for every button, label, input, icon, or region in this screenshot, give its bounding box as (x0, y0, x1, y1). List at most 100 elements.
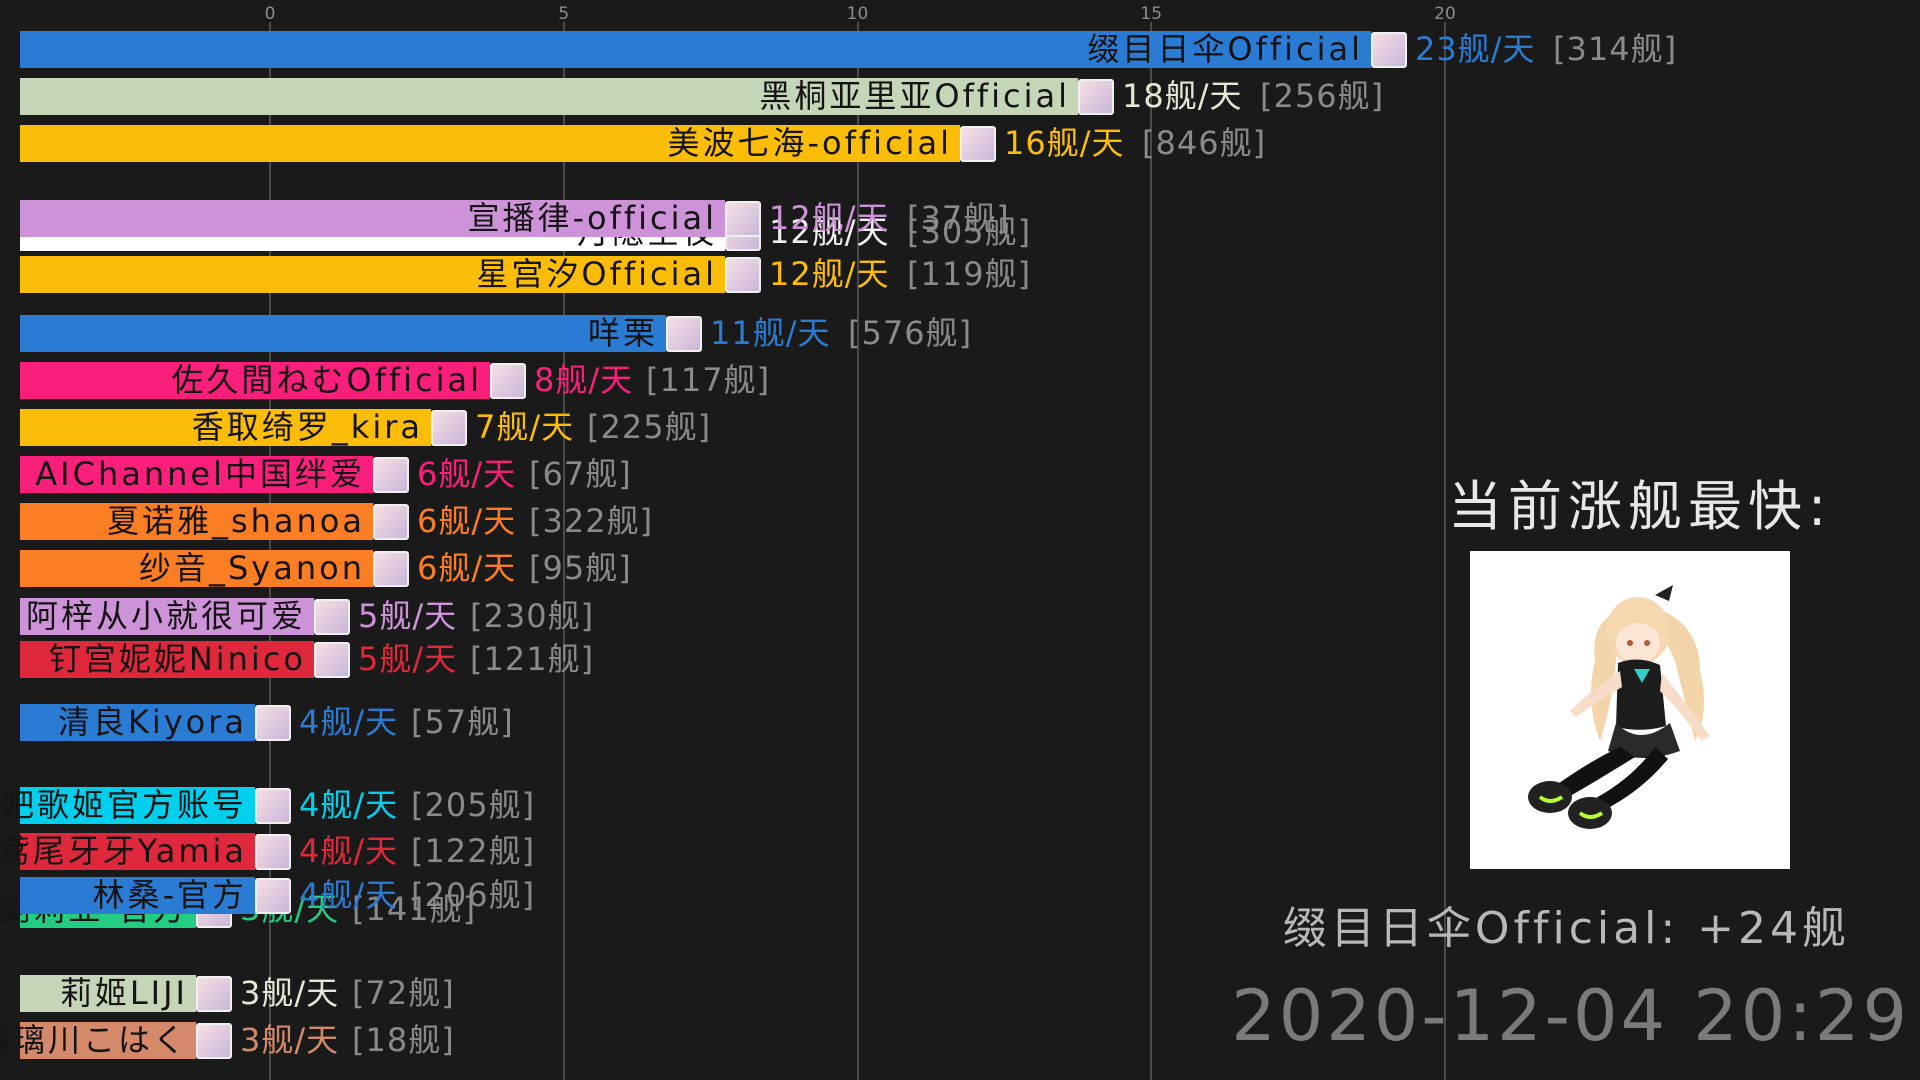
bar (20, 503, 373, 540)
avatar-thumbnail-icon (725, 201, 761, 237)
bar-total-label: [256舰] (1260, 77, 1385, 115)
bar-total-label: [205舰] (411, 786, 536, 824)
avatar-thumbnail-icon (431, 410, 467, 446)
bar (20, 200, 725, 237)
gridline (856, 22, 859, 1080)
gridline (1444, 22, 1446, 1080)
bar-total-label: [846舰] (1142, 124, 1267, 162)
avatar-thumbnail-icon (255, 705, 291, 741)
bar-value-label: 12舰/天 (769, 255, 890, 293)
bar-category-label: 黑桐亚里亚Official (759, 77, 1070, 115)
bar-value-label: 6舰/天 (417, 455, 517, 493)
avatar-thumbnail-icon (725, 257, 761, 293)
bar (20, 1022, 196, 1059)
bar-category-label: AIChannel中国绊爱 (35, 455, 365, 493)
bar (20, 315, 666, 352)
bar-value-label: 4舰/天 (299, 703, 399, 741)
bar (20, 641, 314, 678)
bar-value-label: 4舰/天 (299, 876, 399, 914)
bar-value-label: 3舰/天 (240, 974, 340, 1012)
bar-total-label: [121舰] (470, 640, 595, 678)
bar-value-label: 5舰/天 (358, 640, 458, 678)
bar-category-label: 鸢尾牙牙Yamia (0, 832, 247, 870)
bar (20, 704, 255, 741)
gridline (1150, 22, 1153, 1080)
avatar-thumbnail-icon (373, 504, 409, 540)
fastest-highlight: 缀目日伞Official: +24舰 (1282, 903, 1850, 954)
bar-value-label: 3舰/天 (240, 1021, 340, 1059)
avatar-thumbnail-icon (373, 551, 409, 587)
x-tick-label: 0 (264, 4, 276, 24)
bar-total-label: [72舰] (352, 974, 455, 1012)
bar-category-label: 纱音_Syanon (138, 549, 365, 587)
bar-total-label: [117舰] (646, 361, 771, 399)
anime-girl-illustration-icon (1528, 585, 1710, 829)
fastest-avatar-image (1470, 551, 1790, 869)
bar-category-label: 阿梓从小就很可爱 (25, 597, 306, 635)
bar (20, 975, 196, 1012)
bar-total-label: [95舰] (529, 549, 632, 587)
bar-total-label: [57舰] (411, 703, 514, 741)
bar-category-label: 瑠璃川こはく (0, 1021, 188, 1059)
avatar-thumbnail-icon (255, 788, 291, 824)
bar-category-label: 美波七海-official (667, 124, 952, 162)
bar-value-label: 5舰/天 (358, 597, 458, 635)
bar-total-label: [230舰] (470, 597, 595, 635)
avatar-thumbnail-icon (373, 457, 409, 493)
bar-total-label: [141舰] (352, 890, 477, 928)
bar-total-label: [305舰] (907, 213, 1032, 251)
avatar-thumbnail-icon (490, 363, 526, 399)
timestamp: 2020-12-04 20:29 (1231, 975, 1910, 1057)
bar-value-label: 16舰/天 (1004, 124, 1125, 162)
bar-value-label: 4舰/天 (299, 786, 399, 824)
bar-category-label: 钉宫妮妮Ninico (48, 640, 306, 678)
avatar-thumbnail-icon (196, 1023, 232, 1059)
bar-category-label: 清良Kiyora (57, 703, 247, 741)
bar-value-label: 23舰/天 (1415, 30, 1536, 68)
avatar-thumbnail-icon (255, 878, 291, 914)
bar-value-label: 8舰/天 (534, 361, 634, 399)
bar-value-label: 12舰/天 (769, 213, 890, 251)
bar (20, 409, 431, 446)
x-tick-label: 15 (1140, 4, 1163, 24)
bar-category-label: 香取绮罗_kira (191, 408, 423, 446)
avatar-thumbnail-icon (1371, 32, 1407, 68)
bar-category-label: 缀目日伞Official (1087, 30, 1363, 68)
avatar-thumbnail-icon (196, 976, 232, 1012)
bar-category-label: 莉姬LIJI (59, 974, 188, 1012)
bar (20, 877, 255, 914)
bar-category-label: 咩栗 (587, 314, 658, 352)
gridline (562, 22, 565, 1080)
fastest-title: 当前涨舰最快: (1448, 475, 1833, 538)
x-tick-label: 5 (558, 4, 570, 24)
bar-category-label: 林桑-官方 (92, 876, 247, 914)
bar-value-label: 4舰/天 (299, 832, 399, 870)
bar-value-label: 18舰/天 (1122, 77, 1243, 115)
bar (20, 456, 373, 493)
bar (20, 787, 255, 824)
avatar-thumbnail-icon (314, 642, 350, 678)
bar-total-label: [122舰] (411, 832, 536, 870)
bar (20, 598, 314, 635)
bar-total-label: [67舰] (529, 455, 632, 493)
avatar-thumbnail-icon (666, 316, 702, 352)
bar-value-label: 6舰/天 (417, 502, 517, 540)
bar-value-label: 7舰/天 (475, 408, 575, 446)
x-tick-label: 10 (846, 4, 869, 24)
bar-category-label: 星宫汐Official (476, 255, 717, 293)
bar-total-label: [119舰] (907, 255, 1032, 293)
bar-value-label: 11舰/天 (710, 314, 831, 352)
x-tick-label: 20 (1434, 4, 1456, 24)
bar-total-label: [18舰] (352, 1021, 455, 1059)
bar (20, 833, 255, 870)
bar (20, 550, 373, 587)
bar (20, 362, 490, 399)
bar-total-label: [576舰] (848, 314, 973, 352)
avatar-thumbnail-icon (255, 834, 291, 870)
bar-total-label: [206舰] (411, 876, 536, 914)
bar-category-label: 战斗吧歌姬官方账号 (0, 786, 247, 824)
bar-category-label: 夏诺雅_shanoa (106, 502, 365, 540)
bar (20, 256, 725, 293)
avatar-thumbnail-icon (314, 599, 350, 635)
